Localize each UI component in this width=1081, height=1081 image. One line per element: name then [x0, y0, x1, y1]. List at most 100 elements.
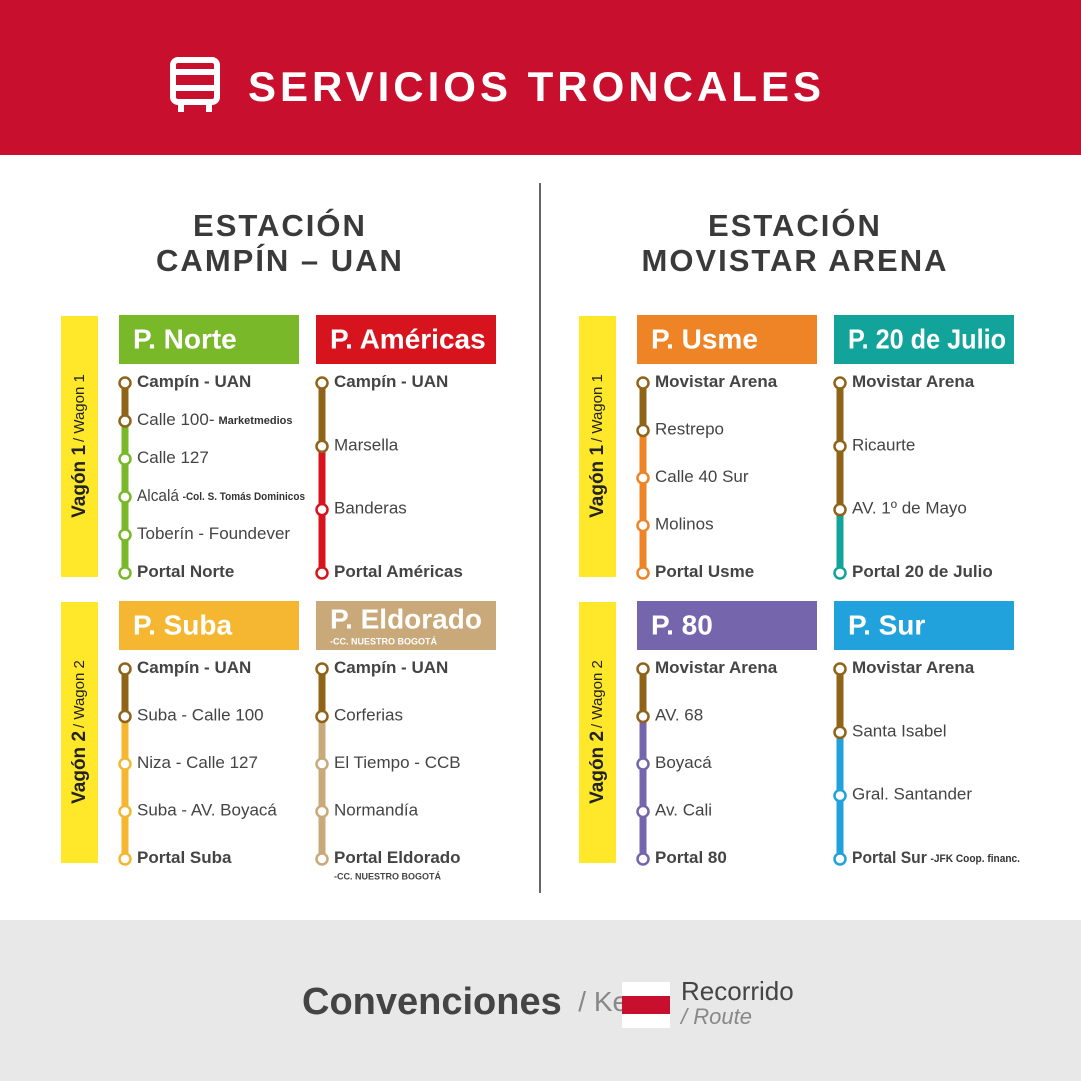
stop-dot [118, 490, 132, 504]
stop-label: Corferias [334, 706, 403, 725]
route-header [119, 315, 299, 364]
station-name: ESTACIÓN [708, 207, 882, 243]
stop-name: Boyacá [655, 753, 712, 772]
stop-label: Calle 40 Sur [655, 467, 749, 486]
stop-name: Suba - AV. Boyacá [137, 801, 277, 820]
stop-label: Campín - UAN [137, 658, 251, 677]
stop-label: Portal Norte [137, 562, 234, 581]
stop-label: Movistar Arena [852, 372, 975, 391]
stop-label: Banderas [334, 499, 407, 518]
route-header [316, 315, 496, 364]
stop-name: Av. Cali [655, 801, 712, 820]
stop-name: Movistar Arena [852, 658, 975, 677]
stop-name: Toberín - Foundever [137, 524, 290, 543]
wagon-label-es: Vagón 2 [587, 731, 608, 804]
stop-name: Campín - UAN [334, 658, 448, 677]
stop-name: Niza - Calle 127 [137, 753, 258, 772]
stop-label: Gral. Santander [852, 785, 972, 804]
stop-name: Portal Sur -JFK Coop. financ. [852, 848, 1020, 867]
route-header [316, 601, 496, 650]
stop-name: Campín - UAN [334, 372, 448, 391]
wagon-label: Vagón 1 / Wagon 1 [587, 374, 608, 518]
stop-subnote: -CC. NUESTRO BOGOTÁ [334, 871, 441, 881]
header-title: SERVICIOS TRONCALES [248, 63, 825, 110]
stop-name: Corferias [334, 706, 403, 725]
stop-label: Calle 100- [137, 410, 215, 429]
stop-label: Portal Américas [334, 562, 463, 581]
wagon-label: Vagón 2 / Wagon 2 [587, 660, 608, 804]
stop-dot [833, 376, 847, 390]
stop-dot [833, 788, 847, 803]
wagon-bar [61, 316, 98, 577]
stop-label: Alcalá [137, 486, 179, 505]
stop-name: AV. 68 [655, 706, 703, 725]
stop-label: Boyacá [655, 753, 712, 772]
stop-dot [118, 376, 132, 390]
stop-label: Toberín - Foundever [137, 524, 290, 543]
route-name: P. 20 de Julio [848, 323, 1006, 354]
stop-label: Normandía [334, 801, 419, 820]
stop-dot [315, 502, 329, 517]
stop-name: Portal Eldorado [334, 848, 461, 867]
stop-dot [315, 852, 329, 866]
wagon-label: Vagón 2 / Wagon 2 [69, 660, 90, 804]
stop-label: Restrepo [655, 420, 724, 439]
stop-dot [636, 757, 650, 771]
stop-label: Suba - AV. Boyacá [137, 801, 277, 820]
stop-label: Suba - Calle 100 [137, 706, 264, 725]
stop-dot [636, 662, 650, 676]
stop-name: Restrepo [655, 420, 724, 439]
wagon-label-en: / Wagon 1 [589, 374, 606, 442]
stop-dot [315, 662, 329, 676]
stop-name: Calle 40 Sur [655, 467, 749, 486]
stop-name: Alcalá -Col. S. Tomás Dominicos [137, 486, 305, 505]
stop-label: Marsella [334, 436, 399, 455]
stop-dot [833, 852, 847, 866]
stop-name: Banderas [334, 499, 407, 518]
route-name: P. Norte [133, 323, 237, 354]
legend-item: Recorrido [681, 976, 794, 1006]
station-name: CAMPÍN – UAN [156, 243, 404, 278]
stop-name: Movistar Arena [655, 372, 778, 391]
stop-name: Ricaurte [852, 436, 915, 455]
stop-dot [636, 518, 650, 533]
stop-name: Calle 100- Marketmedios [137, 410, 292, 429]
stop-name: Portal 20 de Julio [852, 562, 993, 581]
stop-label: Movistar Arena [655, 658, 778, 677]
stop-name: Movistar Arena [852, 372, 975, 391]
route-header [119, 601, 299, 650]
stop-dot [636, 709, 650, 724]
stop-dot [118, 804, 132, 819]
wagon-label-en: / Wagon 2 [71, 660, 88, 728]
stop-dot [636, 423, 650, 438]
stop-dot [315, 804, 329, 819]
stop-label: AV. 1º de Mayo [852, 499, 967, 518]
stop-dot [833, 725, 847, 740]
stop-label: Campín - UAN [334, 372, 448, 391]
stop-name: Portal Usme [655, 562, 754, 581]
stop-dot [118, 709, 132, 724]
stop-label: Portal Sur [852, 848, 927, 867]
stop-dot [315, 439, 329, 454]
stop-label: Movistar Arena [852, 658, 975, 677]
stop-name: Normandía [334, 801, 419, 820]
stop-label: Campín - UAN [137, 372, 251, 391]
route-name: P. Eldorado [330, 603, 482, 634]
station-name: MOVISTAR ARENA [642, 243, 949, 278]
stop-dot [118, 757, 132, 771]
stop-name: Santa Isabel [852, 722, 947, 741]
route-header [637, 315, 817, 364]
stop-name: Marsella [334, 436, 399, 455]
stop-dot [315, 376, 329, 390]
wagon-label: Vagón 1 / Wagon 1 [69, 374, 90, 518]
stop-dot [118, 662, 132, 676]
stop-name: El Tiempo - CCB [334, 753, 461, 772]
legend-swatch-band [622, 996, 670, 1014]
stop-note: -JFK Coop. financ. [931, 853, 1020, 865]
stop-label: Portal Usme [655, 562, 754, 581]
stop-dot [118, 852, 132, 866]
station-name: ESTACIÓN [193, 207, 367, 243]
wagon-label-es: Vagón 1 [587, 445, 608, 518]
stop-label: Niza - Calle 127 [137, 753, 258, 772]
stop-label: Molinos [655, 515, 714, 534]
